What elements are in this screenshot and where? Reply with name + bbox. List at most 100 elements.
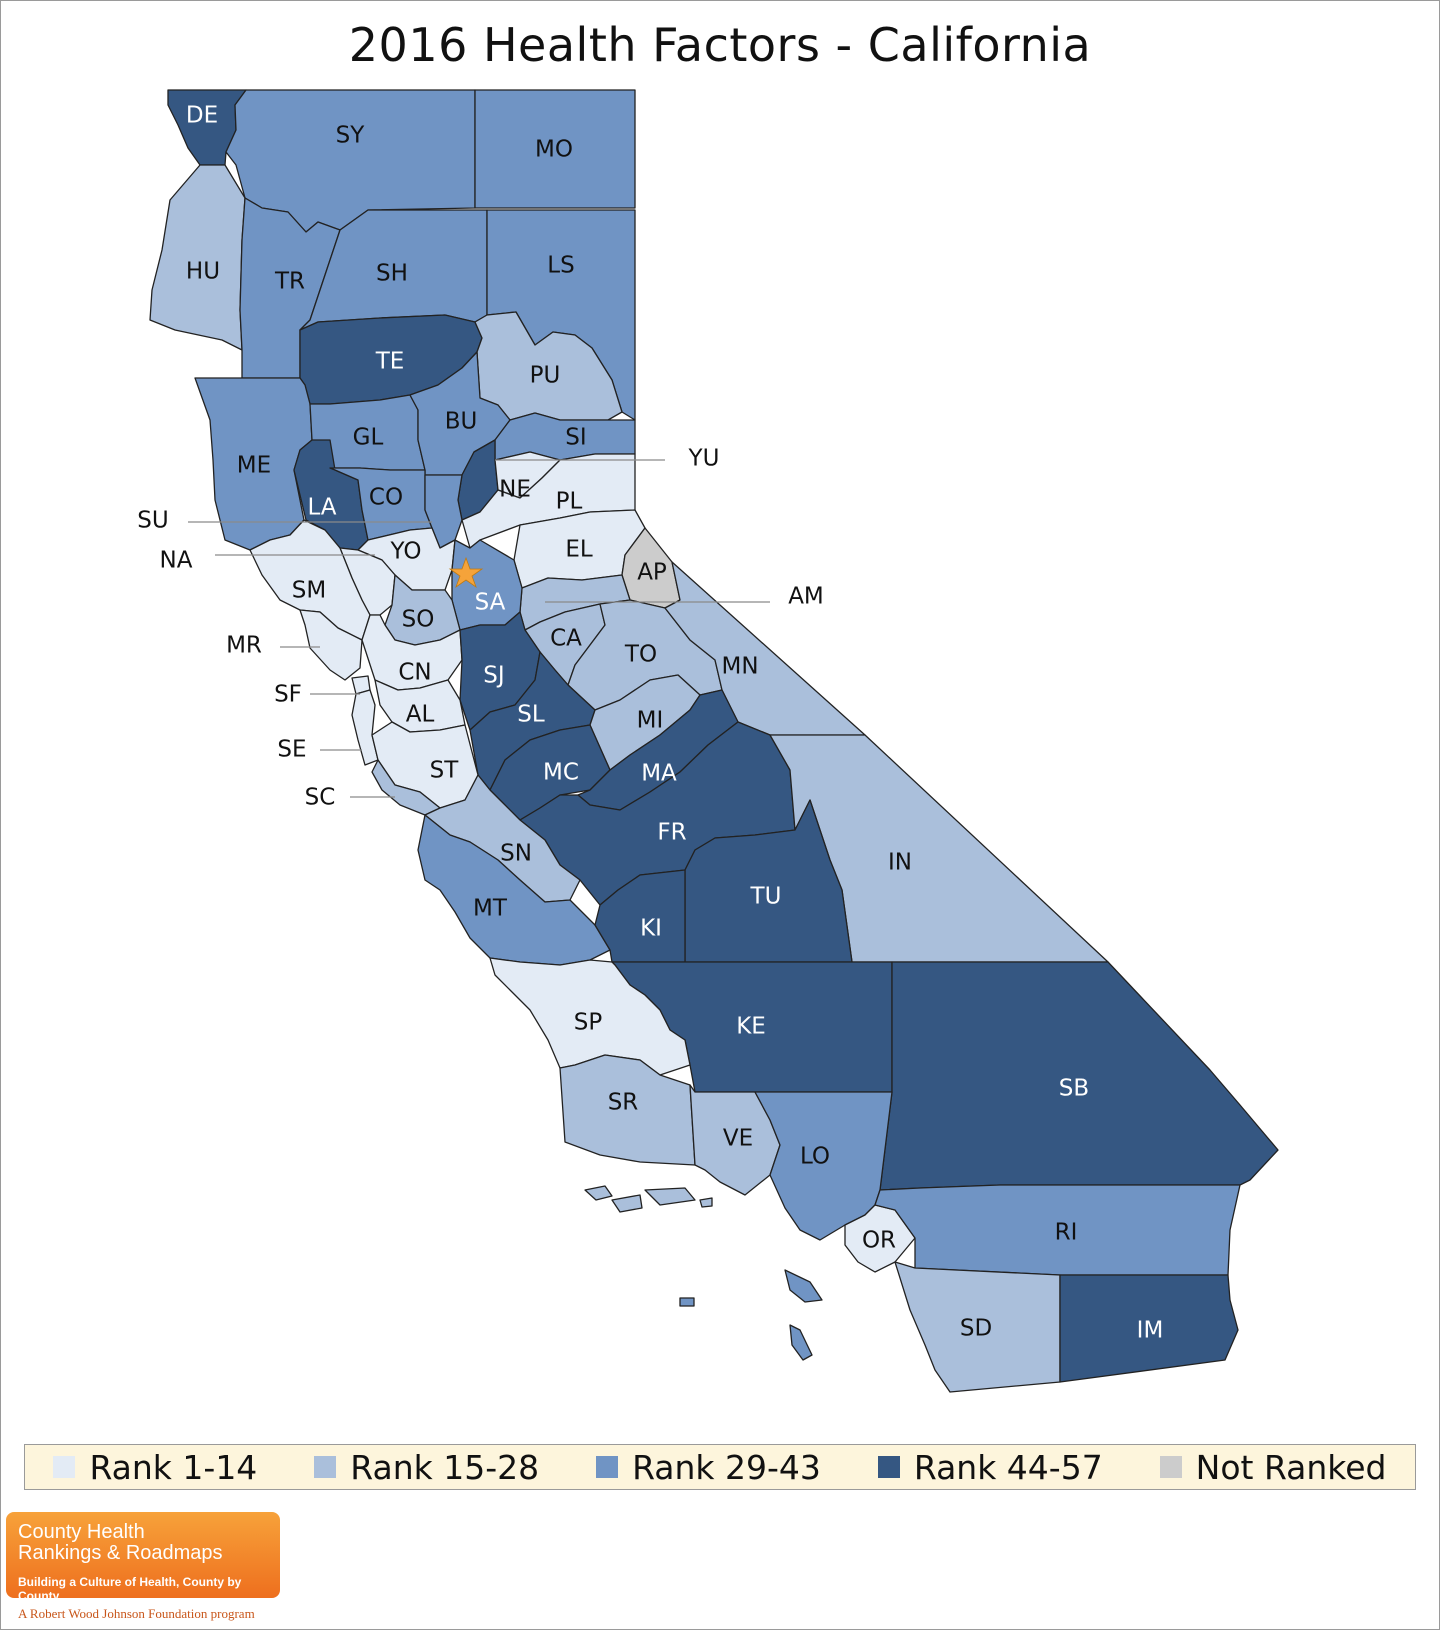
county-label-gl: GL <box>353 425 384 451</box>
county-label-yo: YO <box>390 539 422 565</box>
county-label-mi: MI <box>637 708 664 734</box>
county-se[interactable] <box>351 689 379 766</box>
county-label-fr: FR <box>657 820 686 846</box>
legend-swatch <box>314 1456 337 1478</box>
county-label-or: OR <box>862 1228 896 1254</box>
county-label-el: EL <box>565 537 593 563</box>
island-scl <box>789 1324 813 1361</box>
county-sd[interactable] <box>894 1261 1061 1393</box>
star-icon <box>448 556 484 589</box>
logo-text: County Health Rankings & Roadmaps <box>18 1522 223 1564</box>
county-label-mt: MT <box>473 896 508 922</box>
legend-item-rank-44-57: Rank 44-57 <box>877 1447 1103 1487</box>
legend-label: Not Ranked <box>1195 1447 1387 1487</box>
county-sa[interactable] <box>451 539 523 631</box>
county-label-ne: NE <box>499 477 531 503</box>
california-county-map: DE SY MO HU TR SH LS TE PU ME GL BU SI L… <box>137 89 1279 1393</box>
county-label-yu: YU <box>688 446 720 472</box>
county-label-ri: RI <box>1055 1220 1078 1246</box>
legend-item-rank-15-28: Rank 15-28 <box>314 1448 539 1487</box>
county-label-sj: SJ <box>483 663 504 689</box>
county-label-ve: VE <box>723 1126 753 1152</box>
county-hu[interactable] <box>149 164 246 351</box>
county-label-tu: TU <box>750 884 782 910</box>
county-health-rankings-logo[interactable]: County Health Rankings & Roadmaps Buildi… <box>6 1512 280 1603</box>
island-sbi <box>679 1297 695 1307</box>
county-label-sy: SY <box>336 123 366 149</box>
county-label-hu: HU <box>186 259 220 285</box>
county-label-ke: KE <box>736 1014 766 1040</box>
county-label-su: SU <box>137 508 168 534</box>
county-label-am: AM <box>788 584 824 610</box>
county-label-bu: BU <box>445 409 478 435</box>
county-label-pu: PU <box>530 363 561 389</box>
island-sc <box>644 1187 696 1206</box>
county-label-sl: SL <box>517 702 545 728</box>
legend-item-rank-29-43: Rank 29-43 <box>596 1448 821 1487</box>
county-label-ap: AP <box>637 560 667 586</box>
county-label-la: LA <box>307 495 336 521</box>
county-label-sd: SD <box>960 1316 992 1342</box>
legend-swatch <box>53 1456 76 1478</box>
county-label-co: CO <box>369 485 403 511</box>
county-label-se: SE <box>277 737 306 763</box>
county-sm[interactable] <box>249 519 371 641</box>
county-mo[interactable] <box>474 89 636 209</box>
county-label-in: IN <box>888 850 912 876</box>
county-or[interactable] <box>844 1204 916 1273</box>
county-label-ki: KI <box>640 916 662 942</box>
island-sr <box>584 1185 613 1201</box>
county-label-na: NA <box>160 548 193 574</box>
logo-tagline: Building a Culture of Health, County by … <box>18 1575 242 1603</box>
county-label-al: AL <box>406 702 435 728</box>
county-label-tr: TR <box>274 269 305 295</box>
legend-item-not-ranked: Not Ranked <box>1159 1447 1387 1487</box>
legend-label: Rank 29-43 <box>632 1447 821 1487</box>
legend-label: Rank 1-14 <box>89 1447 258 1487</box>
county-label-mn: MN <box>721 654 758 680</box>
county-mr[interactable] <box>299 609 363 681</box>
legend-label: Rank 44-57 <box>913 1447 1103 1487</box>
county-label-sb: SB <box>1059 1076 1089 1102</box>
county-label-de: DE <box>186 103 218 129</box>
county-label-lo: LO <box>800 1144 830 1170</box>
county-label-sf: SF <box>274 682 302 708</box>
county-label-mo: MO <box>535 137 573 163</box>
legend-swatch <box>596 1456 619 1478</box>
county-label-to: TO <box>624 642 657 668</box>
legend-swatch <box>877 1456 900 1478</box>
island-sb <box>611 1194 643 1213</box>
county-label-mr: MR <box>226 633 262 659</box>
county-label-me: ME <box>237 453 271 479</box>
logo-line-2: Rankings & Roadmaps <box>18 1542 223 1564</box>
county-label-te: TE <box>375 349 405 375</box>
county-sp[interactable] <box>489 957 691 1076</box>
legend-label: Rank 15-28 <box>350 1447 540 1487</box>
county-label-si: SI <box>565 425 586 451</box>
legend-swatch <box>1159 1456 1182 1478</box>
county-label-mc: MC <box>543 760 579 786</box>
county-label-sa: SA <box>475 590 506 616</box>
legend-item-rank-1-14: Rank 1-14 <box>53 1448 257 1487</box>
island-an <box>699 1197 713 1208</box>
map-legend: Rank 1-14 Rank 15-28 Rank 29-43 Rank 44-… <box>24 1444 1416 1490</box>
county-label-sh: SH <box>376 261 408 287</box>
county-label-sc: SC <box>305 785 336 811</box>
map-title: 2016 Health Factors - California <box>348 18 1092 72</box>
rwjf-program-text: A Robert Wood Johnson Foundation program <box>18 1606 255 1621</box>
county-label-sp: SP <box>574 1010 603 1036</box>
county-label-ls: LS <box>547 253 574 279</box>
county-label-im: IM <box>1137 1318 1164 1344</box>
county-label-ca: CA <box>550 626 582 652</box>
county-label-so: SO <box>402 607 435 633</box>
county-im[interactable] <box>1059 1274 1239 1383</box>
county-label-ma: MA <box>641 761 677 787</box>
county-label-cn: CN <box>398 660 431 686</box>
island-cat <box>784 1269 823 1303</box>
county-label-sr: SR <box>608 1090 639 1116</box>
county-label-sm: SM <box>292 578 326 604</box>
county-label-pl: PL <box>556 489 583 515</box>
county-label-sn: SN <box>500 841 532 867</box>
logo-line-1: County Health <box>18 1521 145 1543</box>
county-label-st: ST <box>430 758 460 784</box>
